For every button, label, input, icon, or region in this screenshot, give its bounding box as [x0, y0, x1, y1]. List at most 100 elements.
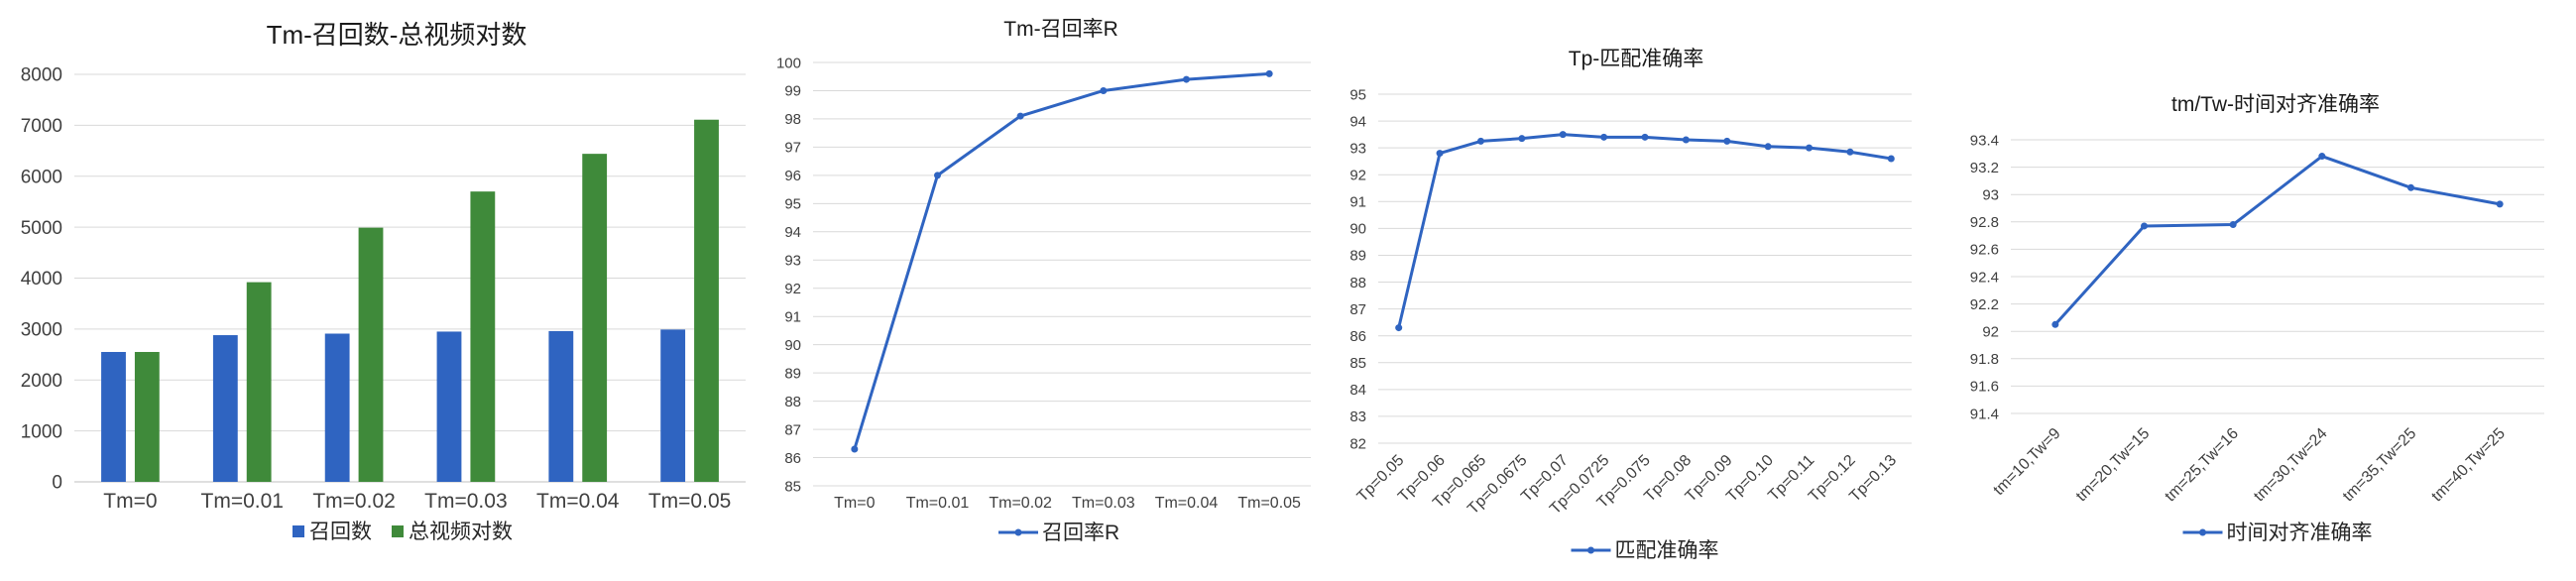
bar-total-pairs: [246, 282, 272, 482]
y-tick-label: 92: [1982, 323, 1999, 340]
legend-label: 召回率R: [1042, 522, 1119, 544]
y-tick-label: 94: [1349, 113, 1366, 130]
data-point: [1723, 137, 1731, 145]
series-line: [2053, 155, 2501, 326]
x-tick-label: Tm=0: [834, 495, 875, 512]
y-tick-label: 93: [784, 253, 801, 270]
y-tick-label: 88: [784, 394, 801, 410]
bar-total-pairs: [470, 191, 496, 482]
y-tick-label: 4000: [21, 269, 62, 290]
data-point: [1641, 133, 1649, 141]
series-line: [853, 71, 1270, 450]
data-point: [1846, 148, 1854, 156]
y-tick-label: 87: [1349, 301, 1366, 318]
x-tick-label: tm=35,Tw=25: [2340, 425, 2420, 506]
bar-recall-count: [212, 335, 238, 482]
bar-recall-count: [436, 331, 462, 482]
x-tick-label: Tm=0.04: [536, 490, 620, 513]
data-point: [1395, 324, 1403, 332]
chart-2: Tm-召回率R 85 86 87 88 89 90 91 92 93 94 95 96 97 98 99 100…: [776, 18, 1311, 544]
chart-title: Tp-匹配准确率: [1569, 48, 1704, 70]
legend-marker: [1587, 546, 1594, 554]
legend-swatch: [392, 525, 404, 537]
legend-label: 时间对齐准确率: [2227, 522, 2373, 544]
bar-recall-count: [101, 351, 126, 482]
x-tick-label: Tm=0.02: [989, 495, 1052, 512]
legend-label: 匹配准确率: [1615, 539, 1719, 562]
data-point: [1682, 136, 1690, 144]
data-point: [851, 445, 859, 453]
legend-label: 总视频对数: [409, 521, 513, 543]
y-tick-label: 6000: [21, 167, 62, 187]
y-tick-label: 5000: [21, 218, 62, 239]
x-tick-label: Tm=0.01: [201, 490, 284, 513]
y-tick-label: 7000: [21, 116, 62, 137]
y-tick-label: 93.2: [1970, 160, 1999, 176]
y-tick-label: 92.8: [1970, 214, 1999, 231]
data-point: [934, 172, 941, 179]
bar-recall-count: [548, 330, 574, 482]
y-tick-label: 90: [1349, 221, 1366, 238]
x-tick-label: tm=30,Tw=24: [2251, 425, 2331, 506]
y-tick-label: 86: [784, 450, 801, 467]
data-point: [2051, 320, 2059, 328]
x-tick-label: Tm=0.05: [1237, 495, 1301, 512]
bar-recall-count: [660, 329, 686, 482]
y-tick-label: 93: [1349, 140, 1366, 157]
y-tick-label: 89: [1349, 248, 1366, 265]
data-point: [1518, 135, 1526, 143]
x-tick-label: Tm=0.02: [312, 490, 395, 513]
y-tick-label: 83: [1349, 408, 1366, 425]
legend-marker: [2199, 528, 2206, 536]
y-tick-label: 92.6: [1970, 242, 1999, 259]
y-tick-label: 90: [784, 337, 801, 354]
chart-3: Tp-匹配准确率8283848586878889909192939495Tp=0…: [1349, 48, 1912, 562]
y-tick-label: 93: [1982, 186, 1999, 203]
chart-title: tm/Tw-时间对齐准确率: [2171, 93, 2380, 116]
data-point: [1559, 131, 1567, 139]
data-point: [1887, 155, 1895, 163]
y-tick-label: 95: [784, 196, 801, 213]
y-tick-label: 100: [776, 55, 801, 71]
y-tick-label: 91: [1349, 194, 1366, 211]
data-point: [1806, 144, 1814, 152]
y-tick-label: 1000: [21, 421, 62, 442]
legend-marker: [1014, 528, 1022, 536]
x-tick-label: Tm=0.05: [648, 490, 731, 513]
y-tick-label: 96: [784, 168, 801, 184]
data-point: [1100, 86, 1108, 94]
y-tick-label: 93.4: [1970, 132, 1999, 149]
y-tick-label: 0: [52, 473, 62, 494]
y-tick-label: 3000: [21, 320, 62, 341]
y-tick-label: 84: [1349, 382, 1366, 399]
data-point: [1600, 133, 1608, 141]
x-tick-label: Tm=0: [103, 490, 157, 513]
x-tick-label: Tm=0.03: [1072, 495, 1135, 512]
y-tick-label: 94: [784, 224, 801, 241]
y-tick-label: 89: [784, 365, 801, 382]
bar-recall-count: [324, 333, 350, 482]
chart-title: Tm-召回数-总视频对数: [267, 20, 527, 50]
series-line: [1397, 133, 1892, 328]
data-point: [2141, 222, 2148, 230]
legend-swatch: [293, 525, 304, 537]
bar-total-pairs: [582, 154, 608, 482]
x-tick-label: tm=10,Tw=9: [1990, 425, 2063, 499]
y-tick-label: 8000: [21, 65, 62, 86]
data-point: [1476, 137, 1484, 145]
bar-total-pairs: [694, 119, 719, 482]
x-tick-label: Tm=0.03: [424, 490, 507, 513]
data-point: [1016, 112, 1024, 120]
y-tick-label: 88: [1349, 275, 1366, 291]
y-tick-label: 91.6: [1970, 379, 1999, 396]
y-tick-label: 95: [1349, 86, 1366, 103]
y-tick-label: 86: [1349, 328, 1366, 345]
chart-title: Tm-召回率R: [1003, 18, 1117, 41]
chart-1: Tm-召回数-总视频对数 0 1000 2000 3000 4000 5000 6000 700…: [21, 20, 746, 543]
x-tick-label: Tm=0.01: [906, 495, 970, 512]
data-point: [1183, 75, 1190, 83]
bar-total-pairs: [358, 227, 384, 483]
y-tick-label: 92.4: [1970, 269, 1999, 286]
